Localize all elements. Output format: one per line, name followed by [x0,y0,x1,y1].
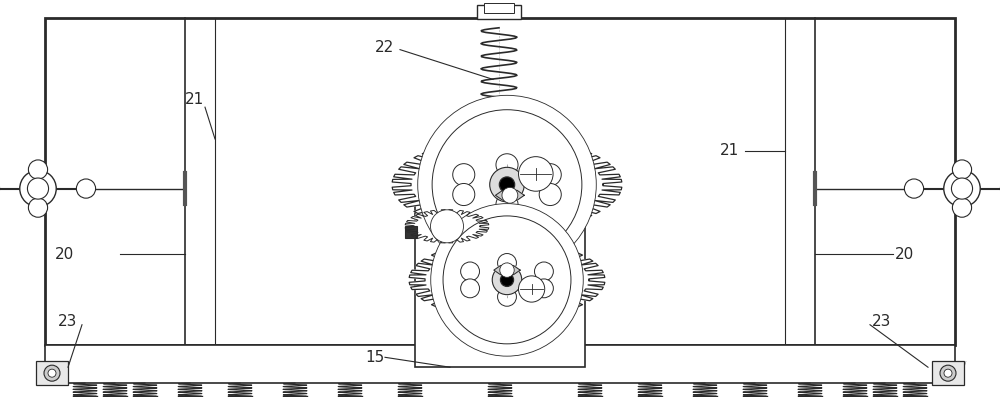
Bar [477,5,521,19]
Circle shape [952,198,972,217]
Circle shape [498,254,516,272]
Bar [45,345,955,383]
Circle shape [443,216,571,344]
Bar [405,226,417,238]
Circle shape [430,210,464,243]
Text: 23: 23 [58,314,77,329]
Circle shape [534,279,553,298]
Circle shape [534,262,553,281]
Bar [36,361,68,385]
Circle shape [951,178,973,199]
Circle shape [28,160,48,179]
Text: 21: 21 [185,92,204,107]
Circle shape [539,164,561,186]
Bar [932,361,964,385]
Circle shape [952,160,972,179]
Circle shape [496,193,518,216]
Circle shape [539,183,561,206]
Circle shape [502,187,518,203]
Text: 20: 20 [895,247,914,262]
Polygon shape [409,241,605,319]
Circle shape [500,263,514,278]
Circle shape [453,183,475,206]
Bar [484,3,514,13]
Circle shape [498,287,516,306]
Circle shape [904,179,924,198]
Circle shape [490,167,524,202]
Circle shape [499,177,515,192]
Text: 21: 21 [720,143,739,158]
Circle shape [518,276,545,302]
Circle shape [944,170,980,207]
Circle shape [20,170,56,207]
Circle shape [492,265,522,295]
Bar [415,167,585,367]
Polygon shape [495,190,524,200]
Text: 15: 15 [365,350,384,365]
Circle shape [28,198,48,217]
Circle shape [461,279,480,298]
Circle shape [27,178,49,199]
Circle shape [940,365,956,381]
Circle shape [453,164,475,186]
Circle shape [432,110,582,260]
Text: 20: 20 [55,247,74,262]
Polygon shape [494,266,520,275]
Text: 23: 23 [872,314,891,329]
Circle shape [519,157,553,191]
Circle shape [431,204,583,356]
Circle shape [500,273,514,287]
Circle shape [44,365,60,381]
Text: 22: 22 [375,40,394,55]
Polygon shape [392,139,622,230]
Circle shape [496,154,518,176]
Circle shape [418,95,596,274]
Circle shape [461,262,480,281]
Bar [45,18,955,345]
Circle shape [76,179,96,198]
Circle shape [48,369,56,377]
Polygon shape [405,210,489,243]
Circle shape [944,369,952,377]
